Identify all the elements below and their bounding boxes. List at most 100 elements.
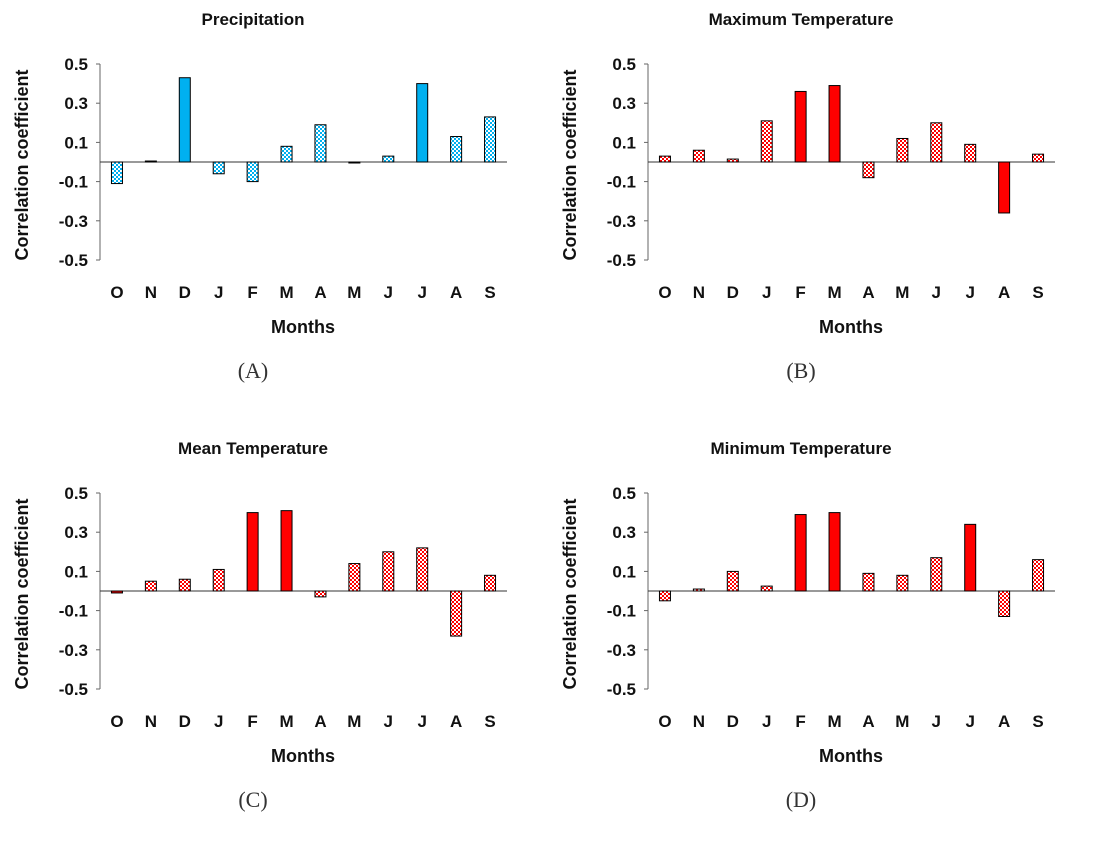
y-tick-label: 0.1 [64, 562, 88, 581]
y-tick-label: 0.5 [612, 484, 636, 503]
x-tick-label: J [214, 283, 223, 302]
y-tick-label: 0.1 [612, 133, 636, 152]
bar-11 [484, 116, 497, 163]
y-tick-label: -0.1 [607, 602, 636, 621]
bar-10 [998, 161, 1011, 214]
bar-7 [348, 161, 361, 164]
y-tick-label: 0.5 [612, 55, 636, 74]
bar-4 [246, 512, 259, 592]
bar-0 [658, 155, 671, 163]
bar-2 [178, 578, 191, 592]
bar-3 [760, 585, 773, 592]
y-axis-label: Correlation coefficient [12, 69, 32, 260]
chart-panel-maximum-temperature: Maximum Temperature 0.5 0.3 0.1 -0.1 -0.3 -0.5… [548, 0, 1096, 429]
bar-5 [280, 510, 293, 592]
bar-3 [212, 161, 225, 175]
bar-7 [896, 137, 909, 163]
x-tick-label: A [314, 712, 326, 731]
y-tick-label: 0.1 [64, 133, 88, 152]
x-tick-label: J [762, 283, 771, 302]
x-tick-label: M [279, 283, 293, 302]
x-tick-label: M [347, 712, 361, 731]
chart-panel-precipitation: Precipitation 0.5 0.3 0.1 -0.1 -0.3 -0.5 O N D J F M… [0, 0, 548, 429]
y-tick-label: 0.3 [64, 94, 88, 113]
y-tick-label: -0.5 [607, 251, 636, 270]
x-tick-label: M [895, 712, 909, 731]
bar-3 [760, 120, 773, 163]
panel-label: (A) [238, 358, 269, 383]
y-tick-label: -0.3 [607, 641, 636, 660]
x-tick-label: A [450, 712, 462, 731]
x-axis-label: Months [271, 317, 335, 337]
x-tick-label: J [932, 283, 941, 302]
x-tick-label: J [762, 712, 771, 731]
x-axis-label: Months [819, 317, 883, 337]
y-axis-label: Correlation coefficient [12, 498, 32, 689]
x-tick-label: M [827, 283, 841, 302]
x-tick-label: A [998, 283, 1010, 302]
x-tick-label: J [417, 712, 426, 731]
bar-9 [416, 547, 429, 592]
x-tick-label: N [145, 283, 157, 302]
x-tick-label: J [417, 283, 426, 302]
chart-title: Maximum Temperature [709, 10, 894, 29]
x-tick-label: N [693, 712, 705, 731]
bar-6 [314, 124, 327, 163]
bar-5 [828, 512, 841, 592]
x-tick-label: S [1032, 283, 1043, 302]
panel-label: (B) [786, 358, 815, 383]
x-tick-label: J [965, 283, 974, 302]
bar-9 [964, 523, 977, 592]
y-tick-label: -0.1 [59, 173, 88, 192]
panel-label: (C) [238, 787, 267, 812]
x-tick-label: S [1032, 712, 1043, 731]
y-tick-label: 0.5 [64, 484, 88, 503]
x-tick-label: F [795, 283, 805, 302]
x-tick-label: J [965, 712, 974, 731]
x-tick-label: D [727, 712, 739, 731]
panel-label: (D) [786, 787, 817, 812]
x-tick-label: M [895, 283, 909, 302]
x-tick-label: N [693, 283, 705, 302]
bar-0 [110, 161, 123, 185]
bar-9 [964, 143, 977, 163]
chart-panel-minimum-temperature: Minimum Temperature 0.5 0.3 0.1 -0.1 -0.3 -0.5… [548, 429, 1096, 858]
bar-8 [930, 557, 943, 592]
y-tick-label: -0.3 [59, 212, 88, 231]
bar-7 [896, 574, 909, 592]
x-tick-label: J [214, 712, 223, 731]
bar-9 [416, 83, 429, 163]
x-tick-label: D [727, 283, 739, 302]
chart-svg: Mean Temperature 0.5 0.3 0.1 -0.1 -0.3 -0.5 O N D… [12, 439, 507, 812]
bar-10 [998, 590, 1011, 617]
y-tick-label: -0.5 [607, 680, 636, 699]
x-tick-label: A [314, 283, 326, 302]
chart-title: Minimum Temperature [710, 439, 891, 458]
bar-0 [110, 590, 123, 594]
bar-2 [726, 158, 739, 163]
bar-4 [246, 161, 259, 183]
x-tick-label: J [932, 712, 941, 731]
bar-1 [692, 149, 705, 163]
x-tick-label: A [862, 712, 874, 731]
x-tick-label: J [384, 283, 393, 302]
bar-10 [450, 590, 463, 637]
x-tick-label: O [658, 712, 671, 731]
y-tick-label: 0.1 [612, 562, 636, 581]
y-axis-label: Correlation coefficient [560, 498, 580, 689]
x-axis-label: Months [819, 746, 883, 766]
x-tick-label: F [247, 712, 257, 731]
bar-8 [382, 551, 395, 592]
bar-11 [484, 574, 497, 592]
y-tick-label: -0.3 [59, 641, 88, 660]
bar-2 [726, 570, 739, 592]
x-tick-label: A [450, 283, 462, 302]
x-tick-label: M [347, 283, 361, 302]
bar-5 [280, 145, 293, 163]
bar-6 [314, 590, 327, 598]
bar-1 [144, 580, 157, 592]
bar-11 [1032, 559, 1045, 592]
x-tick-label: O [110, 712, 123, 731]
bar-4 [794, 90, 807, 163]
